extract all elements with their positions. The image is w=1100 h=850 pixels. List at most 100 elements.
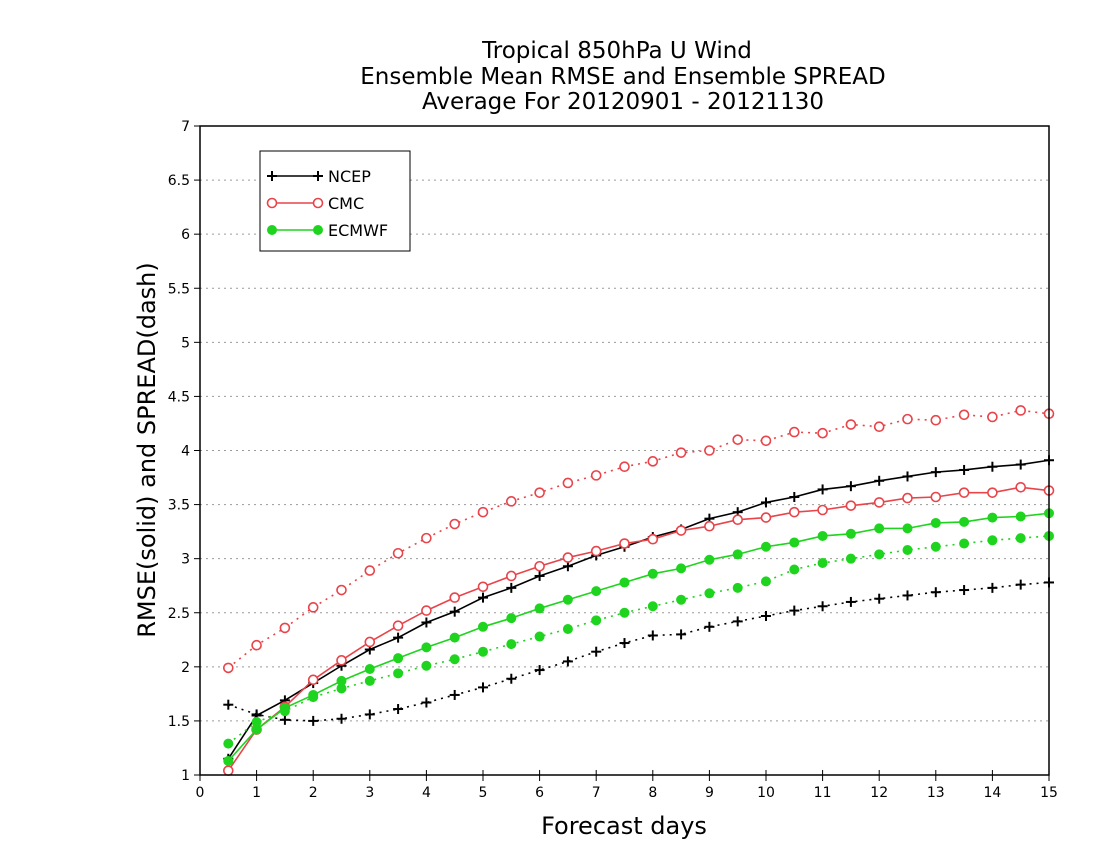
ncep-spread-point-17 — [704, 621, 715, 632]
ncep-rmse-point-20 — [789, 492, 800, 503]
ecmwf-rmse-point-19 — [761, 541, 771, 552]
ecmwf-rmse-point-5 — [364, 663, 375, 674]
ecmwf-spread-point-21 — [817, 557, 828, 568]
ncep-spread-line — [228, 581, 1050, 722]
ncep-spread-point-10 — [506, 673, 517, 684]
cmc-rmse-point-14 — [619, 538, 630, 549]
ecmwf-spread-point-10 — [506, 639, 517, 650]
cmc-spread-point-22 — [845, 419, 857, 430]
ecmwf-spread-point-19 — [761, 576, 771, 587]
x-axis-ticks: 0 1 2 3 4 5 6 7 8 9 10 11 12 13 14 15 — [196, 770, 1058, 801]
ncep-spread-point-3 — [308, 715, 319, 726]
ecmwf-spread-point-16 — [676, 594, 687, 605]
ecmwf-spread-point-22 — [845, 553, 856, 564]
x-tick-label-6: 6 — [535, 785, 544, 801]
ecmwf-spread-point-24 — [902, 545, 913, 556]
cmc-rmse-point-24 — [902, 492, 913, 504]
cmc-rmse-point-21 — [817, 504, 828, 516]
cmc-rmse-point-23 — [873, 497, 885, 508]
ecmwf-rmse-point-17 — [704, 554, 715, 565]
x-tick-label-7: 7 — [592, 785, 601, 801]
ncep-rmse-point-22 — [845, 481, 856, 492]
legend-marker-right-ncep — [313, 171, 323, 181]
ecmwf-rmse-line — [227, 512, 1050, 762]
cmc-rmse-point-25 — [930, 491, 942, 503]
y-tick-label-0: 1 — [181, 768, 190, 784]
ecmwf-rmse-point-12 — [562, 594, 573, 605]
ncep-rmse-point-9 — [478, 592, 488, 603]
ecmwf-spread-point-1 — [251, 716, 262, 727]
ecmwf-rmse-point-6 — [393, 653, 404, 664]
x-tick-label-8: 8 — [648, 785, 657, 801]
x-tick-label-5: 5 — [479, 785, 488, 801]
cmc-spread-point-21 — [817, 427, 828, 439]
ncep-spread-point-0 — [223, 699, 234, 710]
ncep-spread-point-11 — [534, 665, 545, 676]
cmc-spread-point-12 — [562, 477, 574, 489]
ecmwf-rmse-point-25 — [930, 517, 941, 528]
ecmwf-spread-point-0 — [223, 738, 234, 749]
cmc-spread-point-24 — [902, 413, 913, 425]
ecmwf-spread-point-6 — [393, 668, 404, 679]
ncep-rmse-point-21 — [817, 484, 828, 495]
cmc-spread-point-5 — [364, 565, 376, 576]
cmc-spread-point-26 — [958, 409, 970, 421]
cmc-spread-point-25 — [930, 414, 942, 426]
y-tick-label-3: 2.5 — [168, 606, 190, 622]
x-tick-label-0: 0 — [196, 785, 205, 801]
cmc-rmse-point-7 — [421, 605, 432, 616]
legend-label-ecmwf: ECMWF — [328, 221, 388, 240]
x-tick-label-4: 4 — [422, 785, 431, 801]
cmc-spread-line — [227, 409, 1050, 669]
ncep-spread-point-15 — [647, 630, 658, 641]
ncep-rmse-point-11 — [534, 570, 545, 581]
cmc-rmse-point-4 — [336, 655, 347, 666]
ecmwf-spread-point-28 — [1015, 533, 1026, 544]
x-tick-label-3: 3 — [365, 785, 374, 801]
ecmwf-rmse-point-9 — [478, 621, 488, 632]
ecmwf-spread-point-15 — [647, 601, 658, 612]
ncep-rmse-point-8 — [449, 606, 460, 617]
legend-marker-right-cmc — [312, 197, 324, 209]
cmc-rmse-point-22 — [845, 500, 857, 511]
ecmwf-spread-point-11 — [534, 631, 545, 642]
ncep-spread-point-7 — [421, 697, 432, 708]
ecmwf-rmse-point-23 — [874, 523, 885, 534]
ecmwf-rmse-point-8 — [449, 632, 460, 643]
title-line-3: Average For 20120901 - 20121130 — [422, 89, 824, 115]
legend-label-cmc: CMC — [328, 194, 364, 213]
x-tick-label-2: 2 — [309, 785, 318, 801]
cmc-rmse-point-18 — [732, 514, 744, 526]
ecmwf-spread-point-20 — [789, 564, 800, 575]
legend-marker-right-ecmwf — [313, 225, 323, 235]
legend-label-ncep: NCEP — [328, 167, 371, 186]
ncep-spread-point-4 — [336, 713, 347, 724]
ecmwf-rmse-point-24 — [902, 523, 913, 534]
y-tick-label-9: 5.5 — [168, 281, 190, 297]
ecmwf-rmse-point-28 — [1015, 511, 1026, 522]
cmc-rmse-point-13 — [590, 545, 602, 557]
ecmwf-rmse-point-18 — [732, 549, 743, 560]
ecmwf-rmse-point-13 — [591, 586, 602, 597]
ncep-spread-point-25 — [930, 587, 941, 598]
ncep-spread-point-16 — [676, 629, 687, 640]
ecmwf-rmse-point-15 — [647, 568, 658, 579]
y-tick-label-7: 4.5 — [168, 389, 190, 405]
cmc-spread-point-18 — [732, 434, 744, 445]
cmc-spread-point-20 — [788, 426, 800, 438]
x-tick-label-1: 1 — [252, 785, 261, 801]
cmc-rmse-point-6 — [392, 620, 404, 632]
y-tick-label-2: 2 — [181, 660, 190, 676]
ncep-spread-point-19 — [761, 610, 771, 621]
ncep-rmse-point-27 — [987, 461, 998, 472]
ncep-spread-point-21 — [817, 601, 828, 612]
cmc-rmse-point-0 — [223, 765, 234, 776]
cmc-rmse-point-28 — [1015, 481, 1027, 493]
cmc-spread-point-28 — [1015, 405, 1027, 416]
ncep-spread-point-14 — [619, 638, 630, 649]
ncep-rmse-point-28 — [1015, 459, 1026, 470]
y-tick-label-8: 5 — [181, 335, 190, 351]
cmc-spread-point-27 — [987, 411, 998, 423]
cmc-rmse-point-26 — [958, 487, 970, 498]
cmc-rmse-point-5 — [364, 636, 376, 648]
